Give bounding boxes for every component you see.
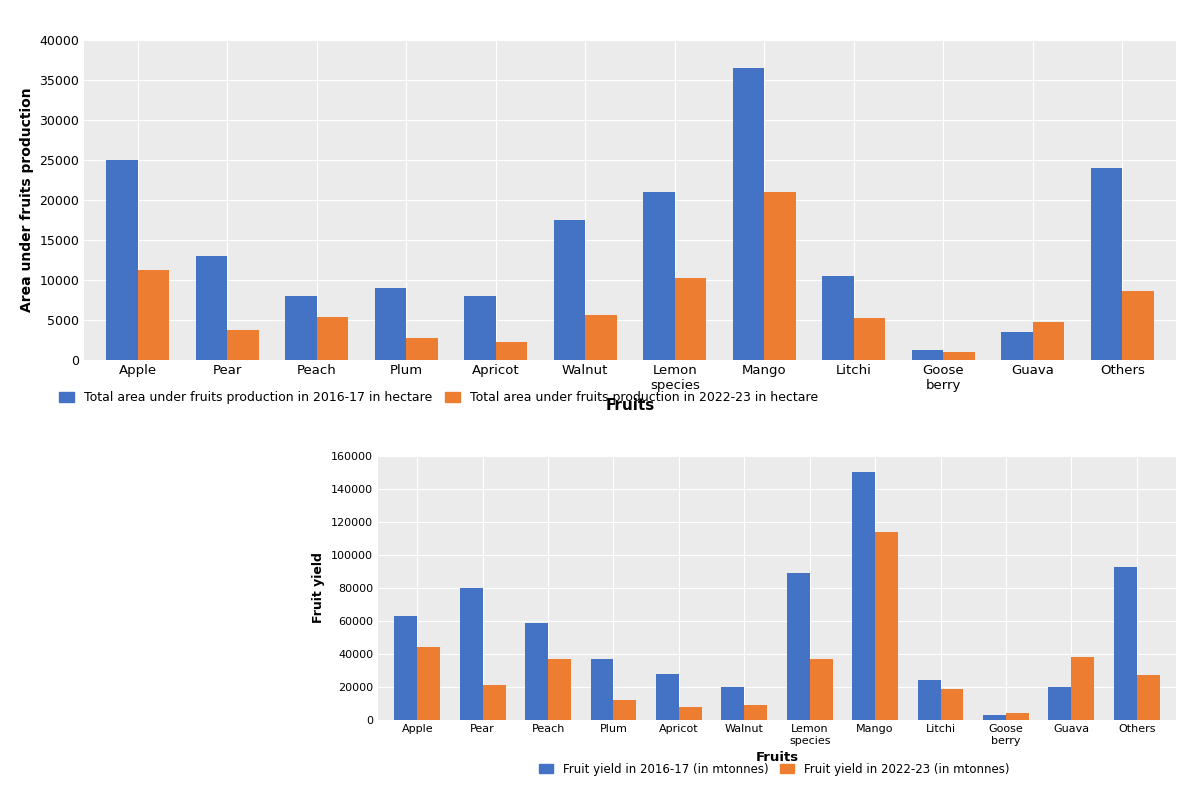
Bar <box>227 330 258 360</box>
Bar <box>554 220 586 360</box>
Bar <box>912 350 943 360</box>
Bar <box>1114 566 1136 720</box>
Bar <box>1136 675 1159 720</box>
Y-axis label: Area under fruits production: Area under fruits production <box>19 88 34 312</box>
Bar <box>586 315 617 360</box>
Bar <box>943 352 974 360</box>
Bar <box>721 687 744 720</box>
Bar <box>674 278 706 360</box>
Bar <box>1049 687 1072 720</box>
Bar <box>1002 332 1033 360</box>
Legend: Fruit yield in 2016-17 (in mtonnes), Fruit yield in 2022-23 (in mtonnes): Fruit yield in 2016-17 (in mtonnes), Fru… <box>534 758 1014 780</box>
Bar <box>548 659 571 720</box>
Bar <box>1091 168 1122 360</box>
Bar <box>853 318 886 360</box>
Bar <box>810 659 833 720</box>
Bar <box>613 700 636 720</box>
Bar <box>852 473 875 720</box>
Bar <box>744 705 767 720</box>
Bar <box>983 715 1006 720</box>
Bar <box>918 680 941 720</box>
Bar <box>1033 322 1064 360</box>
Bar <box>526 622 548 720</box>
Bar <box>822 276 853 360</box>
Bar <box>1122 291 1153 360</box>
Bar <box>407 338 438 360</box>
Bar <box>107 160 138 360</box>
Y-axis label: Fruit yield: Fruit yield <box>312 553 325 623</box>
Bar <box>464 296 496 360</box>
Bar <box>196 256 227 360</box>
Bar <box>374 288 407 360</box>
Bar <box>460 588 482 720</box>
Bar <box>1006 714 1028 720</box>
X-axis label: Fruits: Fruits <box>605 398 655 413</box>
Bar <box>317 317 348 360</box>
Bar <box>656 674 679 720</box>
Bar <box>679 707 702 720</box>
Bar <box>1072 658 1094 720</box>
Bar <box>418 647 440 720</box>
Bar <box>138 270 169 360</box>
Bar <box>733 68 764 360</box>
Bar <box>875 532 898 720</box>
Bar <box>482 686 505 720</box>
Bar <box>286 296 317 360</box>
Bar <box>941 689 964 720</box>
Bar <box>395 616 418 720</box>
Legend: Total area under fruits production in 2016-17 in hectare, Total area under fruit: Total area under fruits production in 20… <box>54 386 823 410</box>
X-axis label: Fruits: Fruits <box>756 751 798 764</box>
Bar <box>496 342 527 360</box>
Bar <box>643 192 674 360</box>
Bar <box>764 192 796 360</box>
Bar <box>787 573 810 720</box>
Bar <box>590 659 613 720</box>
